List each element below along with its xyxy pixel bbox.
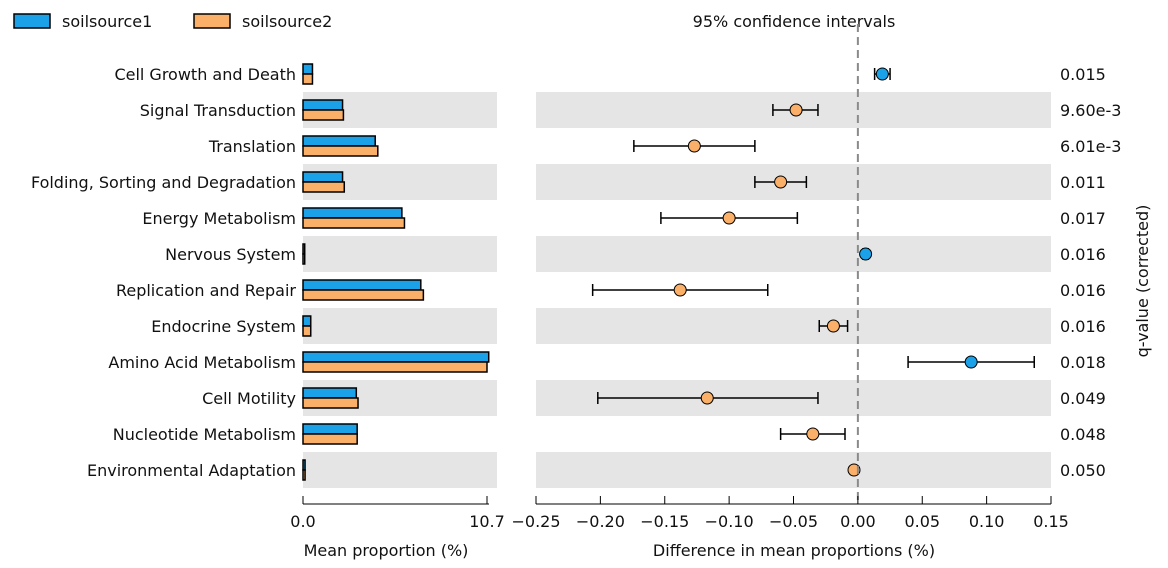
ci-x-tick-label: −0.10 — [705, 512, 754, 531]
category-labels: Cell Growth and Death Signal Transduction… — [31, 65, 296, 480]
bar-soilsource2 — [302, 289, 425, 301]
ci-x-axis-label: Difference in mean proportions (%) — [653, 541, 935, 560]
bar-row-stripe — [303, 308, 497, 344]
row-stripes — [303, 92, 1051, 488]
bar-soilsource2 — [302, 361, 488, 373]
bar-soilsource1 — [302, 207, 403, 219]
ci-point — [789, 103, 803, 117]
ci-row-stripe — [536, 236, 1051, 272]
bar-soilsource2 — [302, 397, 359, 409]
legend-label-soilsource1: soilsource1 — [62, 12, 152, 31]
bar-soilsource1 — [302, 243, 306, 255]
bar-soilsource1 — [302, 351, 490, 363]
category-label: Nervous System — [165, 245, 296, 264]
category-label: Energy Metabolism — [142, 209, 296, 228]
qvalue-label: 0.050 — [1060, 461, 1106, 480]
bar-soilsource1 — [302, 279, 422, 291]
category-label: Environmental Adaptation — [87, 461, 296, 480]
ci-x-tick-label: 0.10 — [969, 512, 1005, 531]
bar-soilsource1 — [302, 423, 358, 435]
bar-soilsource2 — [302, 253, 306, 265]
bar-soilsource1 — [302, 135, 376, 147]
qvalue-label: 0.048 — [1060, 425, 1106, 444]
ci-point — [875, 67, 889, 81]
ci-row-stripe — [536, 308, 1051, 344]
ci-point — [673, 283, 687, 297]
ci-row-stripe — [536, 452, 1051, 488]
category-label: Nucleotide Metabolism — [113, 425, 296, 444]
category-label: Replication and Repair — [116, 281, 296, 300]
qvalue-label: 0.016 — [1060, 281, 1106, 300]
ci-x-tick-label: 0.15 — [1033, 512, 1069, 531]
ci-point — [859, 247, 873, 261]
ci-chart: −0.25 −0.20 −0.15 −0.10 −0.05 0.00 0.05 0.10 0.1… — [511, 24, 1069, 531]
ci-x-tick-label: −0.05 — [769, 512, 818, 531]
qvalue-label: 6.01e-3 — [1060, 137, 1121, 156]
bar-x-tick-label: 10.7 — [469, 512, 505, 531]
category-label: Signal Transduction — [140, 101, 296, 120]
bar-soilsource2 — [302, 73, 314, 85]
qvalue-axis-label: q-value (corrected) — [1133, 205, 1152, 358]
ci-title: 95% confidence intervals — [693, 12, 896, 31]
bar-soilsource1 — [302, 99, 344, 111]
bar-soilsource1 — [302, 171, 344, 183]
bar-soilsource1 — [302, 387, 358, 399]
ci-x-tick-label: −0.20 — [576, 512, 625, 531]
legend-swatch-soilsource1 — [13, 13, 51, 29]
qvalue-label: 9.60e-3 — [1060, 101, 1121, 120]
bar-soilsource1 — [302, 459, 306, 471]
category-label: Endocrine System — [151, 317, 296, 336]
ci-point — [687, 139, 701, 153]
bar-row-stripe — [303, 452, 497, 488]
ci-x-tick-label: −0.25 — [511, 512, 560, 531]
bar-soilsource2 — [302, 469, 306, 481]
qvalue-label: 0.011 — [1060, 173, 1106, 192]
bar-soilsource2 — [302, 217, 406, 229]
qvalue-label: 0.016 — [1060, 245, 1106, 264]
bar-soilsource2 — [302, 433, 358, 445]
bar-soilsource1 — [302, 63, 314, 75]
ci-point — [700, 391, 714, 405]
qvalue-label: 0.017 — [1060, 209, 1106, 228]
ci-x-tick-label: −0.15 — [640, 512, 689, 531]
legend-swatch-soilsource2 — [193, 13, 231, 29]
qvalue-label: 0.049 — [1060, 389, 1106, 408]
ci-x-tick-label: 0.05 — [904, 512, 940, 531]
bar-x-tick-label: 0.0 — [290, 512, 315, 531]
legend: soilsource1 soilsource2 — [13, 12, 332, 31]
bar-chart: 0.0 10.7 — [290, 63, 505, 531]
qvalue-label: 0.015 — [1060, 65, 1106, 84]
bar-soilsource2 — [302, 109, 345, 121]
category-label: Amino Acid Metabolism — [108, 353, 296, 372]
bar-row-stripe — [303, 236, 497, 272]
category-label: Cell Motility — [202, 389, 296, 408]
ci-point — [774, 175, 788, 189]
qvalue-label: 0.016 — [1060, 317, 1106, 336]
bar-x-axis-label: Mean proportion (%) — [304, 541, 469, 560]
category-label: Folding, Sorting and Degradation — [31, 173, 296, 192]
legend-label-soilsource2: soilsource2 — [242, 12, 332, 31]
qvalue-label: 0.018 — [1060, 353, 1106, 372]
bar-soilsource2 — [302, 181, 346, 193]
category-label: Translation — [208, 137, 296, 156]
qvalue-labels: 0.015 9.60e-3 6.01e-3 0.011 0.017 0.016 0.016 0… — [1060, 65, 1121, 480]
bar-soilsource2 — [302, 325, 312, 337]
bar-soilsource2 — [302, 145, 379, 157]
ci-point — [722, 211, 736, 225]
bar-soilsource1 — [302, 315, 312, 327]
ci-x-tick-label: 0.00 — [840, 512, 876, 531]
category-label: Cell Growth and Death — [114, 65, 296, 84]
ci-point — [964, 355, 978, 369]
ci-point — [806, 427, 820, 441]
ci-point — [826, 319, 840, 333]
